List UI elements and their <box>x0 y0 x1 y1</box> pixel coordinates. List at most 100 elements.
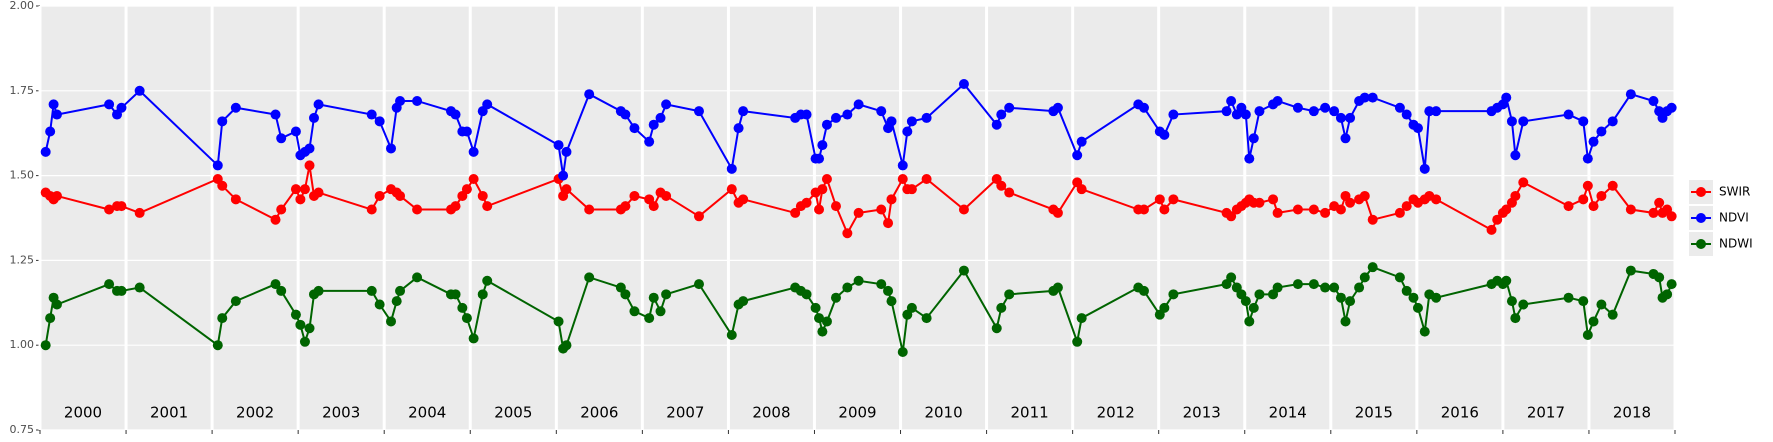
point <box>738 194 749 205</box>
point <box>561 184 572 195</box>
point <box>313 99 324 110</box>
point <box>661 99 672 110</box>
point <box>886 194 897 205</box>
point <box>1248 302 1259 313</box>
point <box>1431 106 1442 117</box>
point <box>116 285 127 296</box>
point <box>830 292 841 303</box>
point <box>1076 313 1087 324</box>
point <box>461 313 472 324</box>
point <box>1506 296 1517 307</box>
point <box>1308 279 1319 290</box>
point <box>299 336 310 347</box>
point <box>958 265 969 276</box>
point <box>366 204 377 215</box>
point <box>1320 207 1331 218</box>
year-label: 2007 <box>666 404 704 422</box>
point <box>620 289 631 300</box>
point <box>801 289 812 300</box>
point <box>1240 296 1251 307</box>
point <box>629 190 640 201</box>
point <box>386 316 397 327</box>
point <box>1320 102 1331 113</box>
point <box>412 204 423 215</box>
point <box>810 302 821 313</box>
point <box>295 194 306 205</box>
year-label: 2003 <box>322 404 360 422</box>
point <box>134 282 145 293</box>
point <box>217 116 228 127</box>
point <box>817 326 828 337</box>
point <box>991 323 1002 334</box>
point <box>1240 109 1251 120</box>
point <box>738 296 749 307</box>
y-tick-label: 1.25 <box>10 253 35 266</box>
point <box>1076 136 1087 147</box>
point <box>212 160 223 171</box>
point <box>1582 330 1593 341</box>
point <box>1340 316 1351 327</box>
point <box>1320 282 1331 293</box>
point <box>1345 197 1356 208</box>
point <box>906 184 917 195</box>
point <box>134 85 145 96</box>
year-label: 2009 <box>838 404 876 422</box>
point <box>620 201 631 212</box>
point <box>313 285 324 296</box>
y-tick-label: 0.75 <box>10 423 35 436</box>
point <box>876 204 887 215</box>
point <box>1607 116 1618 127</box>
point <box>1359 272 1370 283</box>
point <box>1292 102 1303 113</box>
year-label: 2017 <box>1527 404 1565 422</box>
point <box>1625 204 1636 215</box>
point <box>230 296 241 307</box>
year-label: 2000 <box>64 404 102 422</box>
point <box>1431 292 1442 303</box>
point <box>1596 190 1607 201</box>
point <box>51 299 62 310</box>
point <box>295 319 306 330</box>
point <box>212 340 223 351</box>
point <box>1004 102 1015 113</box>
point <box>134 207 145 218</box>
point <box>584 89 595 100</box>
point <box>1666 102 1677 113</box>
point <box>842 282 853 293</box>
point <box>40 146 51 157</box>
point <box>1394 207 1405 218</box>
point <box>644 136 655 147</box>
point <box>395 285 406 296</box>
point <box>726 330 737 341</box>
point <box>230 102 241 113</box>
point <box>1359 92 1370 103</box>
point <box>1596 126 1607 137</box>
legend-label: SWIR <box>1719 185 1750 199</box>
point <box>1648 95 1659 106</box>
point <box>450 201 461 212</box>
point <box>290 309 301 320</box>
point <box>1367 214 1378 225</box>
point <box>1401 201 1412 212</box>
point <box>644 313 655 324</box>
point <box>1563 109 1574 120</box>
point <box>1345 296 1356 307</box>
point <box>1510 313 1521 324</box>
point <box>1226 95 1237 106</box>
point <box>553 316 564 327</box>
point <box>1076 184 1087 195</box>
point <box>395 190 406 201</box>
point <box>921 173 932 184</box>
point <box>1072 150 1083 161</box>
point <box>1666 211 1677 222</box>
year-label: 2008 <box>752 404 790 422</box>
point <box>1578 296 1589 307</box>
point <box>921 313 932 324</box>
point <box>217 180 228 191</box>
point <box>553 140 564 151</box>
legend-label: NDVI <box>1719 211 1749 225</box>
point <box>450 109 461 120</box>
point <box>693 211 704 222</box>
point <box>374 299 385 310</box>
point <box>821 173 832 184</box>
